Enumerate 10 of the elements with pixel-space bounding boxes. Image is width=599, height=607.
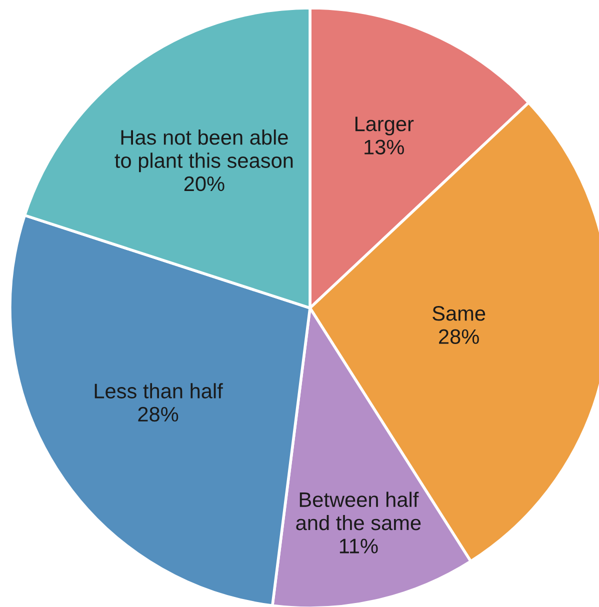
slice-label: Has not been able to plant this season: [114, 129, 293, 172]
slice-label: Between half and the same: [296, 492, 421, 530]
slice-label: Same: [432, 306, 486, 321]
data-label: 28%: [138, 406, 178, 422]
data-label: 20%: [184, 176, 224, 192]
data-label: 11%: [340, 538, 378, 554]
data-label: 28%: [439, 329, 479, 344]
slice-label: Less than half: [94, 383, 223, 398]
data-label: 13%: [364, 140, 404, 154]
slice-label: Larger: [355, 116, 414, 136]
